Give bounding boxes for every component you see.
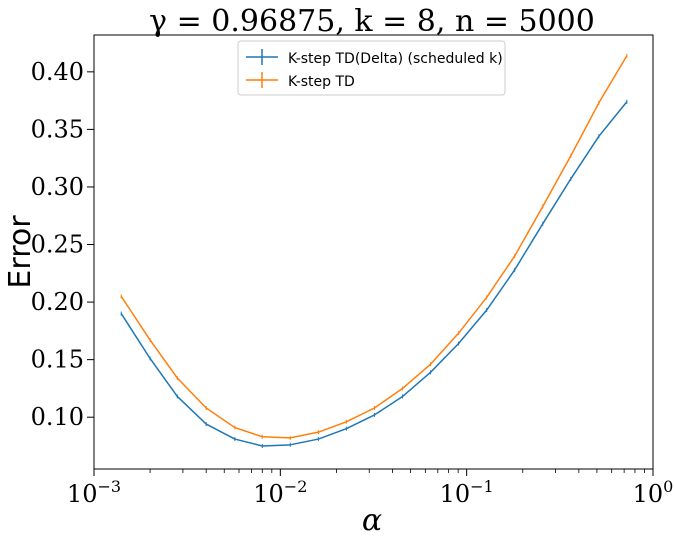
x-tick-label: 10−2 [253,477,307,508]
y-tick-label: 0.40 [31,58,84,86]
legend-label-2: K-step TD [288,74,355,90]
legend-entry-2: K-step TD [246,72,355,90]
y-tick-label: 0.35 [31,115,84,143]
legend-entry-1: K-step TD(Delta) (scheduled k) [246,49,503,67]
x-axis-label: α [362,503,382,538]
chart-title: γ = 0.96875, k = 8, n = 5000 [149,4,595,39]
legend-label-1: K-step TD(Delta) (scheduled k) [288,51,503,67]
plot-area [120,53,628,448]
series-line-1 [120,101,628,447]
plot-frame [93,34,654,470]
x-tick-label: 10−3 [67,477,121,508]
legend-box [237,40,506,96]
y-axis: 0.10 0.15 0.20 0.25 0.30 0.35 0.40 [31,58,94,431]
y-tick-label: 0.10 [31,403,84,431]
y-tick-label: 0.15 [31,346,84,374]
x-tick-label: 100 [633,477,674,508]
series-line-2 [120,55,628,439]
y-tick-label: 0.30 [31,173,84,201]
legend: K-step TD(Delta) (scheduled k) K-step TD [237,40,506,96]
x-tick-label: 10−1 [440,477,494,508]
y-tick-label: 0.25 [31,231,84,259]
y-tick-label: 0.20 [31,288,84,316]
y-axis-label: Error [3,215,38,289]
